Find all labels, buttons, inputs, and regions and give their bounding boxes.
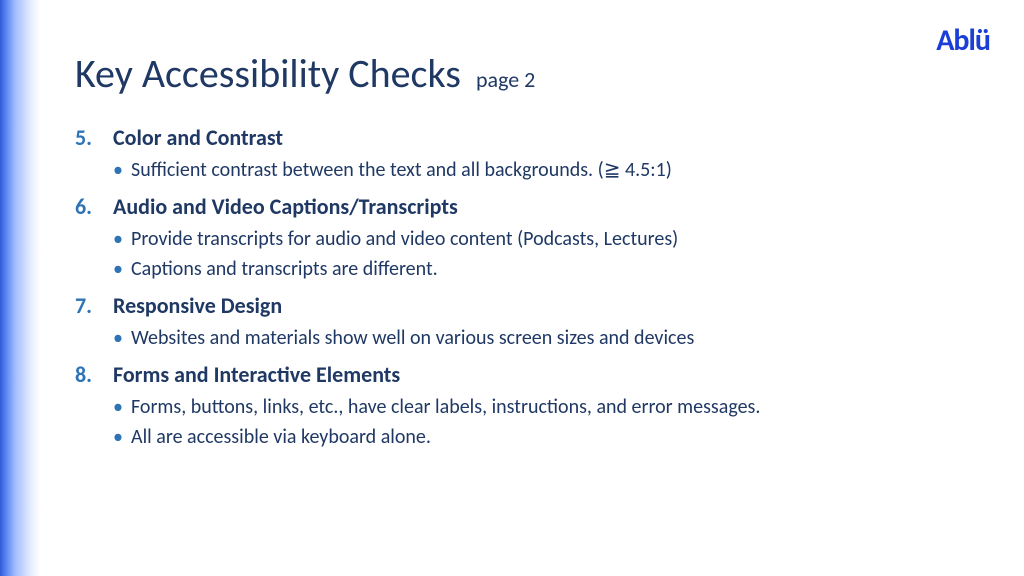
item-head: 7. Responsive Design (75, 292, 984, 319)
sub-bullet: All are accessible via keyboard alone. (131, 422, 984, 452)
item-heading: Color and Contrast (113, 124, 283, 151)
item-number: 5. (75, 124, 113, 151)
list-item: 8. Forms and Interactive Elements Forms,… (75, 361, 984, 452)
item-number: 6. (75, 193, 113, 220)
checks-list: 5. Color and Contrast Sufficient contras… (75, 124, 984, 452)
left-gradient-bar (0, 0, 40, 576)
item-number: 7. (75, 292, 113, 319)
list-item: 7. Responsive Design Websites and materi… (75, 292, 984, 353)
item-number: 8. (75, 361, 113, 388)
sub-list: Forms, buttons, links, etc., have clear … (75, 392, 984, 452)
item-heading: Responsive Design (113, 292, 282, 319)
sub-bullet: Websites and materials show well on vari… (131, 323, 984, 353)
sub-list: Websites and materials show well on vari… (75, 323, 984, 353)
sub-bullet: Captions and transcripts are different. (131, 254, 984, 284)
sub-bullet: Forms, buttons, links, etc., have clear … (131, 392, 984, 422)
item-head: 5. Color and Contrast (75, 124, 984, 151)
slide-content: Key Accessibility Checks page 2 5. Color… (75, 52, 984, 460)
title-main: Key Accessibility Checks (75, 49, 461, 98)
sub-bullet: Sufficient contrast between the text and… (131, 155, 984, 185)
page-title: Key Accessibility Checks page 2 (75, 52, 984, 96)
list-item: 6. Audio and Video Captions/Transcripts … (75, 193, 984, 284)
item-heading: Forms and Interactive Elements (113, 361, 400, 388)
sub-bullet: Provide transcripts for audio and video … (131, 224, 984, 254)
item-heading: Audio and Video Captions/Transcripts (113, 193, 458, 220)
title-sub: page 2 (476, 66, 535, 93)
sub-list: Sufficient contrast between the text and… (75, 155, 984, 185)
item-head: 8. Forms and Interactive Elements (75, 361, 984, 388)
sub-list: Provide transcripts for audio and video … (75, 224, 984, 284)
list-item: 5. Color and Contrast Sufficient contras… (75, 124, 984, 185)
item-head: 6. Audio and Video Captions/Transcripts (75, 193, 984, 220)
